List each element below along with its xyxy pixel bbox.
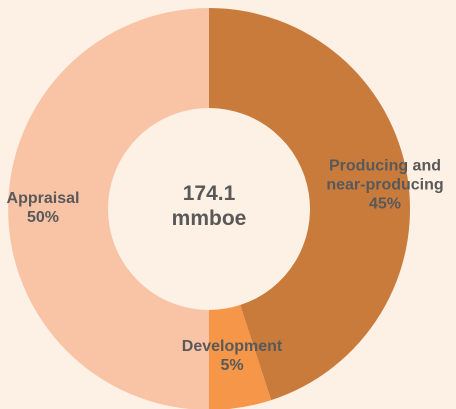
category-label: Producing and near-producing (326, 157, 444, 194)
category-label: Appraisal (6, 190, 80, 207)
donut-slice (209, 8, 410, 401)
value-label: 45% (368, 195, 402, 213)
center-label: 174.1 mmboe (172, 181, 247, 231)
center-line: 174.1 (182, 182, 236, 205)
value-label: 5% (220, 357, 244, 374)
slice-label: Development 5% (167, 337, 297, 375)
donut-slice (209, 305, 272, 409)
value-label: 50% (26, 209, 60, 226)
slice-label: Appraisal 50% (0, 189, 88, 227)
center-line: mmboe (171, 207, 247, 230)
donut-slice (8, 8, 209, 409)
slice-label: Producing and near-producing 45% (315, 157, 455, 214)
category-label: Development (181, 338, 283, 355)
